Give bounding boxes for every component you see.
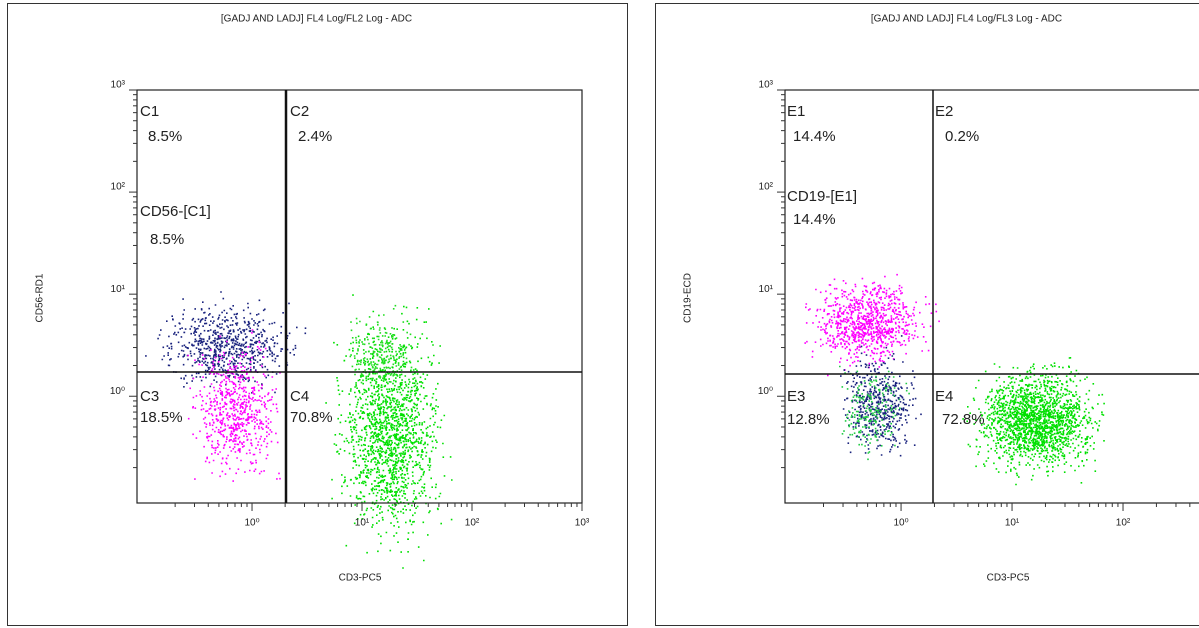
gate-percent: 8.5% (150, 231, 184, 248)
event-cloud (840, 335, 922, 457)
quadrant-name: E2 (935, 103, 953, 120)
gate-name: CD56-[C1] (140, 203, 211, 220)
event-cloud (145, 291, 307, 395)
x-axis-label: CD3-PC5 (339, 573, 382, 584)
quadrant-name: E3 (787, 388, 805, 405)
event-cloud (349, 304, 413, 387)
y-tick-label: 10³ (111, 80, 126, 91)
quadrant-percent: 8.5% (148, 128, 182, 145)
panel-title: [GADJ AND LADJ] FL4 Log/FL3 Log - ADC (871, 14, 1062, 25)
panel-frame (655, 3, 1199, 626)
x-tick-label: 10² (1116, 518, 1131, 529)
quadrant-name: C1 (140, 103, 159, 120)
quadrant-name: E1 (787, 103, 805, 120)
plot-frame (136, 89, 583, 504)
y-axis-label: CD19-ECD (683, 273, 694, 323)
quadrant-name: C4 (290, 388, 309, 405)
x-tick-label: 10³ (575, 518, 590, 529)
y-tick-label: 10¹ (759, 284, 774, 295)
event-cloud (325, 294, 453, 569)
event-cloud (187, 329, 287, 482)
quadrant-percent: 18.5% (140, 409, 183, 426)
quadrant-name: C2 (290, 103, 309, 120)
panel-title: [GADJ AND LADJ] FL4 Log/FL2 Log - ADC (221, 14, 412, 25)
x-tick-label: 10⁰ (893, 518, 908, 529)
y-tick-label: 10² (111, 182, 126, 193)
y-tick-label: 10⁰ (758, 386, 773, 397)
event-cloud (804, 273, 940, 377)
event-cloud (962, 357, 1105, 486)
quadrant-percent: 0.2% (945, 128, 979, 145)
quadrant-name: E4 (935, 388, 953, 405)
y-tick-label: 10³ (759, 80, 774, 91)
quadrant-name: C3 (140, 388, 159, 405)
quadrant-percent: 14.4% (793, 128, 836, 145)
panel-frame (7, 3, 628, 626)
event-cloud (839, 365, 910, 461)
x-tick-label: 10¹ (355, 518, 370, 529)
x-tick-label: 10⁰ (244, 518, 259, 529)
y-axis-label: CD56-RD1 (35, 273, 46, 322)
quadrant-percent: 2.4% (298, 128, 332, 145)
quadrant-percent: 12.8% (787, 411, 830, 428)
quadrant-percent: 70.8% (290, 409, 333, 426)
y-tick-label: 10¹ (111, 284, 126, 295)
gate-percent: 14.4% (793, 211, 836, 228)
x-tick-label: 10² (465, 518, 480, 529)
y-tick-label: 10⁰ (110, 386, 125, 397)
x-axis-label: CD3-PC5 (987, 573, 1030, 584)
y-tick-label: 10² (759, 182, 774, 193)
quadrant-percent: 72.8% (942, 411, 985, 428)
plot-frame (784, 89, 1199, 504)
gate-name: CD19-[E1] (787, 188, 857, 205)
x-tick-label: 10¹ (1005, 518, 1020, 529)
